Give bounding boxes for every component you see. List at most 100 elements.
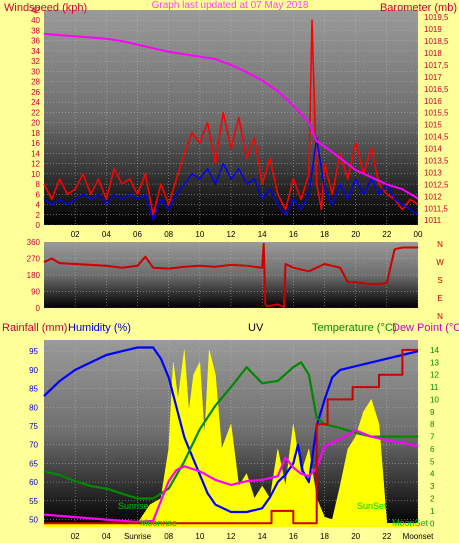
- rain-line: [44, 348, 418, 525]
- barometer-line: [43, 32, 419, 200]
- humidity-tick-label: 60: [29, 478, 38, 487]
- barometer-axis-label: Barometer (mb): [380, 2, 457, 14]
- wind-x-tick-label: 12: [227, 230, 236, 239]
- wind-y-tick-label: 26: [31, 88, 40, 97]
- graph-title: Graph last updated at 07 May 2018: [152, 0, 309, 11]
- compass-letter: W: [436, 258, 444, 267]
- barometer-tick-label: 1014: [424, 145, 442, 154]
- temperature-axis-label: Temperature (°C): [312, 322, 396, 334]
- direction-tick-label: 270: [27, 255, 41, 264]
- temperature-tick-label: 11: [430, 383, 439, 392]
- uv-axis-label: UV: [248, 322, 264, 334]
- barometer-tick-label: 1016,5: [424, 85, 449, 94]
- wind-y-tick-label: 28: [31, 78, 40, 87]
- humidity-axis-label: Humidity (%): [68, 322, 131, 334]
- uv-area: [43, 349, 419, 528]
- temperature-tick-label: 13: [430, 358, 439, 367]
- wind-y-tick-label: 32: [31, 57, 40, 66]
- wind-y-tick-label: 2: [36, 211, 41, 220]
- direction-line: [43, 242, 418, 309]
- wind-x-tick-label: 10: [195, 230, 204, 239]
- barometer-tick-label: 1019,5: [424, 13, 449, 22]
- humidity-tick-label: 90: [29, 366, 38, 375]
- temp-lines: [43, 346, 419, 528]
- temp-x-tick-label: 12: [227, 532, 236, 541]
- wind-x-tick-label: 22: [382, 230, 391, 239]
- direction-tick-label: 0: [36, 304, 41, 313]
- temperature-tick-label: 6: [430, 445, 435, 454]
- temp-x-tick-label: 08: [164, 532, 173, 541]
- compass-letter: S: [437, 276, 442, 285]
- direction-lines: [43, 242, 418, 309]
- barometer-tick-label: 1014,5: [424, 133, 449, 142]
- humidity-tick-label: 75: [29, 422, 38, 431]
- wind-baro-ticks: 02 04 06 08 10 12 14 16 18 20 22 000246810121416182…: [31, 6, 449, 239]
- wind-y-tick-label: 10: [31, 170, 40, 179]
- barometer-tick-label: 1011,5: [424, 204, 448, 213]
- barometer-tick-label: 1012,5: [424, 180, 449, 189]
- temp-ticks: 02 04 Sunrise 08 10 12 14 16 18 20 22 Moonset505560…: [29, 346, 439, 541]
- wind_speed-line: [43, 19, 419, 216]
- wind-baro-plot-bg: [44, 10, 418, 225]
- temp-x-tick-label: 20: [351, 532, 360, 541]
- humidity-tick-label: 55: [29, 497, 38, 506]
- wind-baro-grid: [44, 9, 419, 226]
- barometer-tick-label: 1012: [424, 192, 442, 201]
- temp-x-tick-label: Moonset: [403, 532, 434, 541]
- humidity-tick-label: 65: [29, 459, 38, 468]
- rainfall-axis-label: Rainfall (mm): [2, 322, 67, 334]
- temp-x-tick-label: 22: [382, 532, 391, 541]
- wind-y-tick-label: 14: [31, 149, 40, 158]
- barometer-tick-label: 1017,5: [424, 61, 449, 70]
- temperature-tick-label: 1: [430, 507, 435, 516]
- sunset-annotation: SunSet: [357, 501, 387, 511]
- dewpoint-line: [43, 429, 419, 524]
- wind-x-tick-label: 14: [258, 230, 267, 239]
- wind-y-tick-label: 0: [36, 221, 41, 230]
- compass-letter: E: [437, 294, 442, 303]
- wind-x-tick-label: 18: [320, 230, 329, 239]
- sunrise-annotation: Sunrise: [118, 501, 149, 511]
- wind-y-tick-label: 24: [31, 98, 40, 107]
- compass-letter: N: [437, 312, 443, 321]
- wind-y-tick-label: 4: [36, 201, 41, 210]
- temperature-tick-label: 0: [430, 519, 435, 528]
- direction-tick-label: 90: [31, 288, 40, 297]
- moonset-annotation: MoonSet: [392, 518, 429, 528]
- wind-baro-panel: 02 04 06 08 10 12 14 16 18 20 22 000246810121416182…: [4, 0, 457, 239]
- dewpoint-axis-label: Dew Point (°C): [392, 322, 459, 334]
- temp-x-tick-label: Sunrise: [124, 532, 152, 541]
- wind-baro-lines: [43, 19, 419, 221]
- temperature-tick-label: 14: [430, 346, 439, 355]
- humidity-tick-label: 50: [29, 516, 38, 525]
- humidity-tick-label: 95: [29, 347, 38, 356]
- barometer-tick-label: 1019: [424, 25, 442, 34]
- barometer-tick-label: 1013: [424, 168, 442, 177]
- wind-x-tick-label: 02: [71, 230, 80, 239]
- temperature-tick-label: 12: [430, 371, 439, 380]
- temperature-tick-label: 9: [430, 408, 435, 417]
- temperature-line: [43, 361, 418, 500]
- wind-y-tick-label: 30: [31, 67, 40, 76]
- wind-x-tick-label: 06: [133, 230, 142, 239]
- wind-x-tick-label: 08: [164, 230, 173, 239]
- wind-y-tick-label: 20: [31, 119, 40, 128]
- wind-y-tick-label: 6: [36, 190, 41, 199]
- temp-humidity-panel: 02 04 Sunrise 08 10 12 14 16 18 20 22 Moonset505560…: [2, 322, 459, 541]
- wind-x-tick-label: 20: [351, 230, 360, 239]
- temperature-tick-label: 2: [430, 495, 435, 504]
- moonrise-annotation: Moonrise: [140, 518, 177, 528]
- temperature-tick-label: 4: [430, 470, 435, 479]
- compass-letter: N: [437, 240, 443, 249]
- barometer-tick-label: 1015,5: [424, 109, 449, 118]
- wind-x-tick-label: 16: [289, 230, 298, 239]
- wind-y-tick-label: 42: [31, 6, 40, 15]
- barometer-tick-label: 1017: [424, 73, 442, 82]
- wind-y-tick-label: 22: [31, 108, 40, 117]
- temperature-tick-label: 10: [430, 395, 439, 404]
- temperature-tick-label: 5: [430, 457, 435, 466]
- wind-x-tick-label: 04: [102, 230, 111, 239]
